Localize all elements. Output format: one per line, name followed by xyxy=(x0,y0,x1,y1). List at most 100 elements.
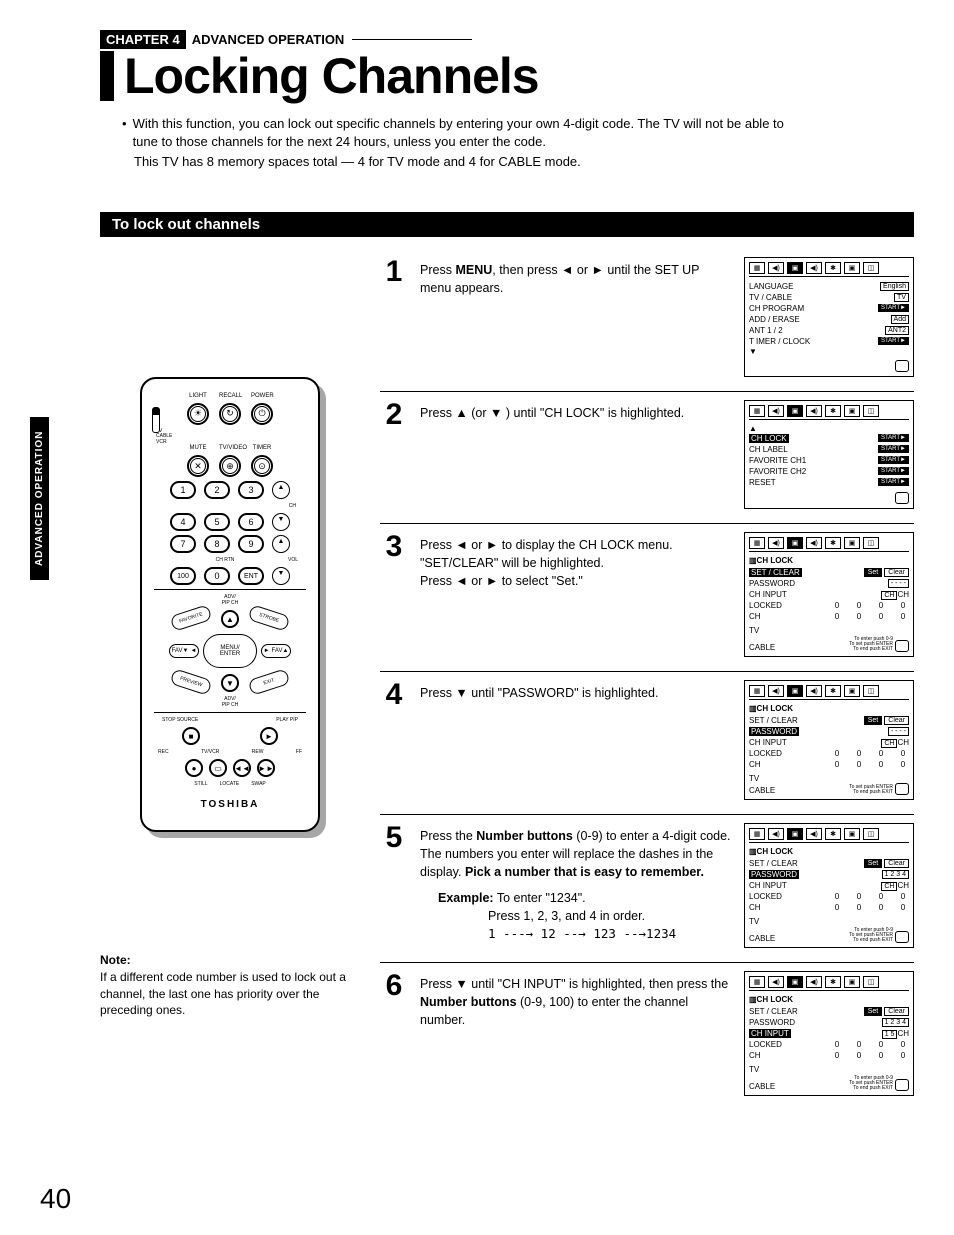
screen-icon-row: ▦◀)▣◀)✱▣◫ xyxy=(749,262,909,277)
note-text: If a different code number is used to lo… xyxy=(100,969,360,1019)
fav-up-button[interactable]: ►FAV▲ xyxy=(261,644,291,658)
remote-brand: TOSHIBA xyxy=(154,799,306,810)
light-button[interactable]: ☀ xyxy=(187,403,209,425)
recall-button[interactable]: ↻ xyxy=(219,403,241,425)
mute-button[interactable]: ✕ xyxy=(187,455,209,477)
fav-down-button[interactable]: FAV▼◄ xyxy=(169,644,199,658)
note-block: Note: If a different code number is used… xyxy=(100,952,360,1019)
ent-button[interactable]: ENT xyxy=(238,567,264,585)
remote-label-power: POWER xyxy=(251,393,273,399)
exit-button[interactable]: EXIT xyxy=(248,668,291,696)
intro-text: • With this function, you can lock out s… xyxy=(122,115,802,172)
preview-button[interactable]: PREVIEW xyxy=(170,668,213,696)
ff-button[interactable]: ►► xyxy=(257,759,275,777)
rew-button[interactable]: ◄◄ xyxy=(233,759,251,777)
screen-icon-row: ▦◀)▣◀)✱▣◫ xyxy=(749,976,909,991)
remote-label-timer: TIMER xyxy=(251,445,273,451)
num-1-button[interactable]: 1 xyxy=(170,481,196,499)
step-text: Press the Number buttons (0-9) to enter … xyxy=(420,823,732,944)
num-8-button[interactable]: 8 xyxy=(204,535,230,553)
adv-pip-label: ADV/PIP CH xyxy=(154,594,306,606)
volume-down[interactable]: ▼ xyxy=(272,567,290,585)
screen-icon-row: ▦◀)▣◀)✱▣◫ xyxy=(749,537,909,552)
tvvcr-button[interactable]: ▭ xyxy=(209,759,227,777)
step-number: 2 xyxy=(380,400,408,430)
knob-icon xyxy=(895,360,909,372)
step-5: 5 Press the Number buttons (0-9) to ente… xyxy=(380,815,914,963)
num-0-button[interactable]: 0 xyxy=(204,567,230,585)
vol-label: VOL xyxy=(288,557,298,563)
knob-icon xyxy=(895,492,909,504)
osd-screen: ▦◀)▣◀)✱▣◫ ▥CH LOCK SET / CLEARSetClear P… xyxy=(744,680,914,800)
step-number: 3 xyxy=(380,532,408,562)
intro-line2: This TV has 8 memory spaces total — 4 fo… xyxy=(134,153,802,171)
screen-icon-row: ▦◀)▣◀)✱▣◫ xyxy=(749,685,909,700)
num-100-button[interactable]: 100 xyxy=(170,567,196,585)
stop-button[interactable]: ■ xyxy=(182,727,200,745)
power-button[interactable]: ⏻ xyxy=(251,403,273,425)
step-text: Press ▲ (or ▼ ) until "CH LOCK" is highl… xyxy=(420,400,732,422)
ch-label: CH xyxy=(154,503,296,509)
remote-mode-switch[interactable] xyxy=(152,407,160,433)
step-1: 1 Press MENU, then press ◄ or ► until th… xyxy=(380,257,914,392)
num-2-button[interactable]: 2 xyxy=(204,481,230,499)
num-5-button[interactable]: 5 xyxy=(204,513,230,531)
strobe-button[interactable]: STROBE xyxy=(248,604,291,632)
channel-down[interactable]: ▼ xyxy=(272,513,290,531)
page-number: 40 xyxy=(40,1183,71,1215)
adv-pip-button[interactable]: ▲ xyxy=(221,610,239,628)
bullet-dot: • xyxy=(122,115,127,151)
stop-source-label: STOP SOURCE xyxy=(162,717,198,723)
chapter-tag: CHAPTER 4 xyxy=(100,30,186,49)
chapter-header: CHAPTER 4 ADVANCED OPERATION xyxy=(100,30,914,49)
osd-screen: ▦◀)▣◀)✱▣◫ ▥CH LOCK SET / CLEARSetClear P… xyxy=(744,532,914,657)
remote-label-light: LIGHT xyxy=(187,393,209,399)
chapter-rule xyxy=(352,39,472,40)
side-tab: ADVANCED OPERATION xyxy=(30,417,49,580)
screen-icon-row: ▦◀)▣◀)✱▣◫ xyxy=(749,405,909,420)
step-2: 2 Press ▲ (or ▼ ) until "CH LOCK" is hig… xyxy=(380,392,914,524)
play-button[interactable]: ► xyxy=(260,727,278,745)
step-number: 1 xyxy=(380,257,408,287)
step-text: Press MENU, then press ◄ or ► until the … xyxy=(420,257,732,297)
step-text: Press ▼ until "CH INPUT" is highlighted,… xyxy=(420,971,732,1029)
step-4: 4 Press ▼ until "PASSWORD" is highlighte… xyxy=(380,672,914,815)
step-number: 4 xyxy=(380,680,408,710)
channel-up-down[interactable]: ▲ xyxy=(272,481,290,499)
volume-up[interactable]: ▲ xyxy=(272,535,290,553)
osd-screen: ▦◀)▣◀)✱▣◫ ▥CH LOCK SET / CLEARSetClear P… xyxy=(744,971,914,1096)
page-title: Locking Channels xyxy=(100,51,914,101)
num-7-button[interactable]: 7 xyxy=(170,535,196,553)
play-pip-label: PLAY PIP xyxy=(276,717,298,723)
num-6-button[interactable]: 6 xyxy=(238,513,264,531)
step-number: 6 xyxy=(380,971,408,1001)
section-bar: To lock out channels xyxy=(100,212,914,237)
chrtn-label: CH RTN xyxy=(216,557,235,563)
favorite-button[interactable]: FAVORITE xyxy=(170,604,213,632)
num-4-button[interactable]: 4 xyxy=(170,513,196,531)
tvvideo-button[interactable]: ⊕ xyxy=(219,455,241,477)
rec-button[interactable]: ● xyxy=(185,759,203,777)
step-number: 5 xyxy=(380,823,408,853)
step-text: Press ▼ until "PASSWORD" is highlighted. xyxy=(420,680,732,702)
adv-pip-down-button[interactable]: ▼ xyxy=(221,674,239,692)
chapter-label: ADVANCED OPERATION xyxy=(192,32,345,47)
step-text: Press ◄ or ► to display the CH LOCK menu… xyxy=(420,532,732,590)
osd-screen: ▦◀)▣◀)✱▣◫ ▥CH LOCK SET / CLEARSetClear P… xyxy=(744,823,914,948)
num-3-button[interactable]: 3 xyxy=(238,481,264,499)
step-6: 6 Press ▼ until "CH INPUT" is highlighte… xyxy=(380,963,914,1110)
remote-side-labels: TV CABLE VCR xyxy=(156,429,306,446)
remote-label-mute: MUTE xyxy=(187,445,209,451)
intro-bullet-text: With this function, you can lock out spe… xyxy=(133,115,802,151)
osd-screen: ▦◀)▣◀)✱▣◫ LANGUAGEEnglishTV / CABLETVCH … xyxy=(744,257,914,377)
note-title: Note: xyxy=(100,952,360,969)
menu-enter-button[interactable]: MENU/ENTER xyxy=(203,634,257,668)
remote-label-recall: RECALL xyxy=(219,393,241,399)
remote-label-tvvideo: TV/VIDEO xyxy=(219,445,241,451)
osd-screen: ▦◀)▣◀)✱▣◫ ▲ CH LOCKSTART►CH LABELSTART►F… xyxy=(744,400,914,509)
screen-icon-row: ▦◀)▣◀)✱▣◫ xyxy=(749,828,909,843)
section-title: To lock out channels xyxy=(112,216,260,233)
timer-button[interactable]: ⊙ xyxy=(251,455,273,477)
remote-control: LIGHT RECALL POWER ☀ ↻ ⏻ TV CABLE VCR MU… xyxy=(140,377,320,833)
num-9-button[interactable]: 9 xyxy=(238,535,264,553)
